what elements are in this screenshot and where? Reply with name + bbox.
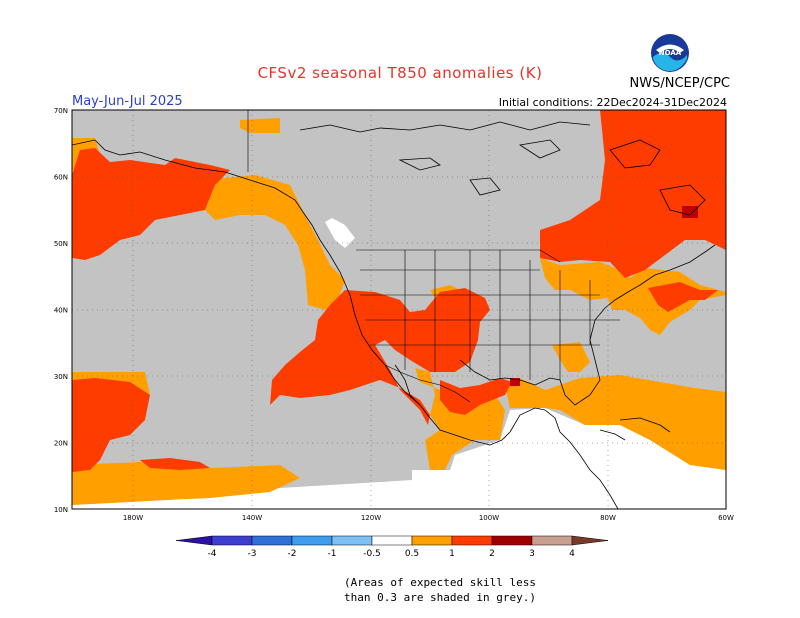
lon-tick-label: 100W: [479, 514, 499, 522]
colorbar-segment: [331, 535, 373, 546]
colorbar-label: -3: [248, 549, 257, 559]
anomaly-2-to-3: [510, 206, 698, 386]
colorbar-label: 0.5: [405, 549, 419, 559]
organization-label: NWS/NCEP/CPC: [629, 76, 730, 91]
colorbar-segment: [491, 535, 533, 546]
lat-tick-label: 10N: [54, 506, 68, 514]
colorbar-label: -4: [208, 549, 217, 559]
skill-note: (Areas of expected skill less than 0.3 a…: [0, 575, 800, 605]
near-normal-region: [325, 218, 355, 248]
colorbar-max-arrow: [571, 535, 609, 546]
colorbar-segment: [411, 535, 453, 546]
noaa-logo-icon: NOAA: [651, 34, 689, 72]
graticule: [72, 110, 726, 509]
colorbar-segment: [251, 535, 293, 546]
colorbar-segment: [451, 535, 493, 546]
lat-tick-label: 60N: [54, 174, 68, 182]
latitude-ticks: 70N 60N 50N 40N 30N 20N 10N: [54, 107, 68, 514]
lon-tick-label: 140W: [242, 514, 262, 522]
lat-tick-label: 30N: [54, 373, 68, 381]
map-shading: [72, 110, 726, 509]
colorbar-label: 4: [569, 549, 575, 559]
colorbar-segment: [531, 535, 573, 546]
colorbar-segment: [211, 535, 253, 546]
longitude-ticks: 180W 140W 120W 100W 80W 60W: [123, 514, 734, 522]
colorbar: -4 -3 -2 -1 -0.5 0.5 1 2 3 4: [175, 535, 609, 559]
political-borders: [247, 110, 620, 403]
colorbar-label: 1: [449, 549, 455, 559]
coastlines: [72, 121, 716, 509]
lat-tick-label: 20N: [54, 440, 68, 448]
colorbar-segment: [291, 535, 333, 546]
colorbar-label: -1: [328, 549, 337, 559]
colorbar-label: -0.5: [363, 549, 381, 559]
lat-tick-label: 70N: [54, 107, 68, 115]
colorbar-segment: [371, 535, 413, 546]
forecast-period: May-Jun-Jul 2025: [72, 94, 183, 109]
near-normal-region: [72, 408, 726, 509]
colorbar-min-arrow: [175, 535, 213, 546]
colorbar-label: 3: [529, 549, 535, 559]
initial-conditions: Initial conditions: 22Dec2024-31Dec2024: [498, 96, 727, 109]
lon-tick-label: 120W: [361, 514, 381, 522]
lat-tick-label: 50N: [54, 240, 68, 248]
map-title: CFSv2 seasonal T850 anomalies (K): [257, 64, 543, 82]
skill-note-line2: than 0.3 are shaded in grey.): [343, 591, 537, 604]
lon-tick-label: 60W: [718, 514, 734, 522]
map-frame: [71, 109, 727, 510]
lon-tick-label: 180W: [123, 514, 143, 522]
anomaly-1-to-2: [72, 110, 726, 472]
lon-tick-label: 80W: [600, 514, 616, 522]
colorbar-label: 2: [489, 549, 495, 559]
skill-note-line1: (Areas of expected skill less: [343, 576, 537, 589]
lat-tick-label: 40N: [54, 307, 68, 315]
colorbar-label: -2: [288, 549, 297, 559]
svg-text:NOAA: NOAA: [659, 49, 682, 57]
